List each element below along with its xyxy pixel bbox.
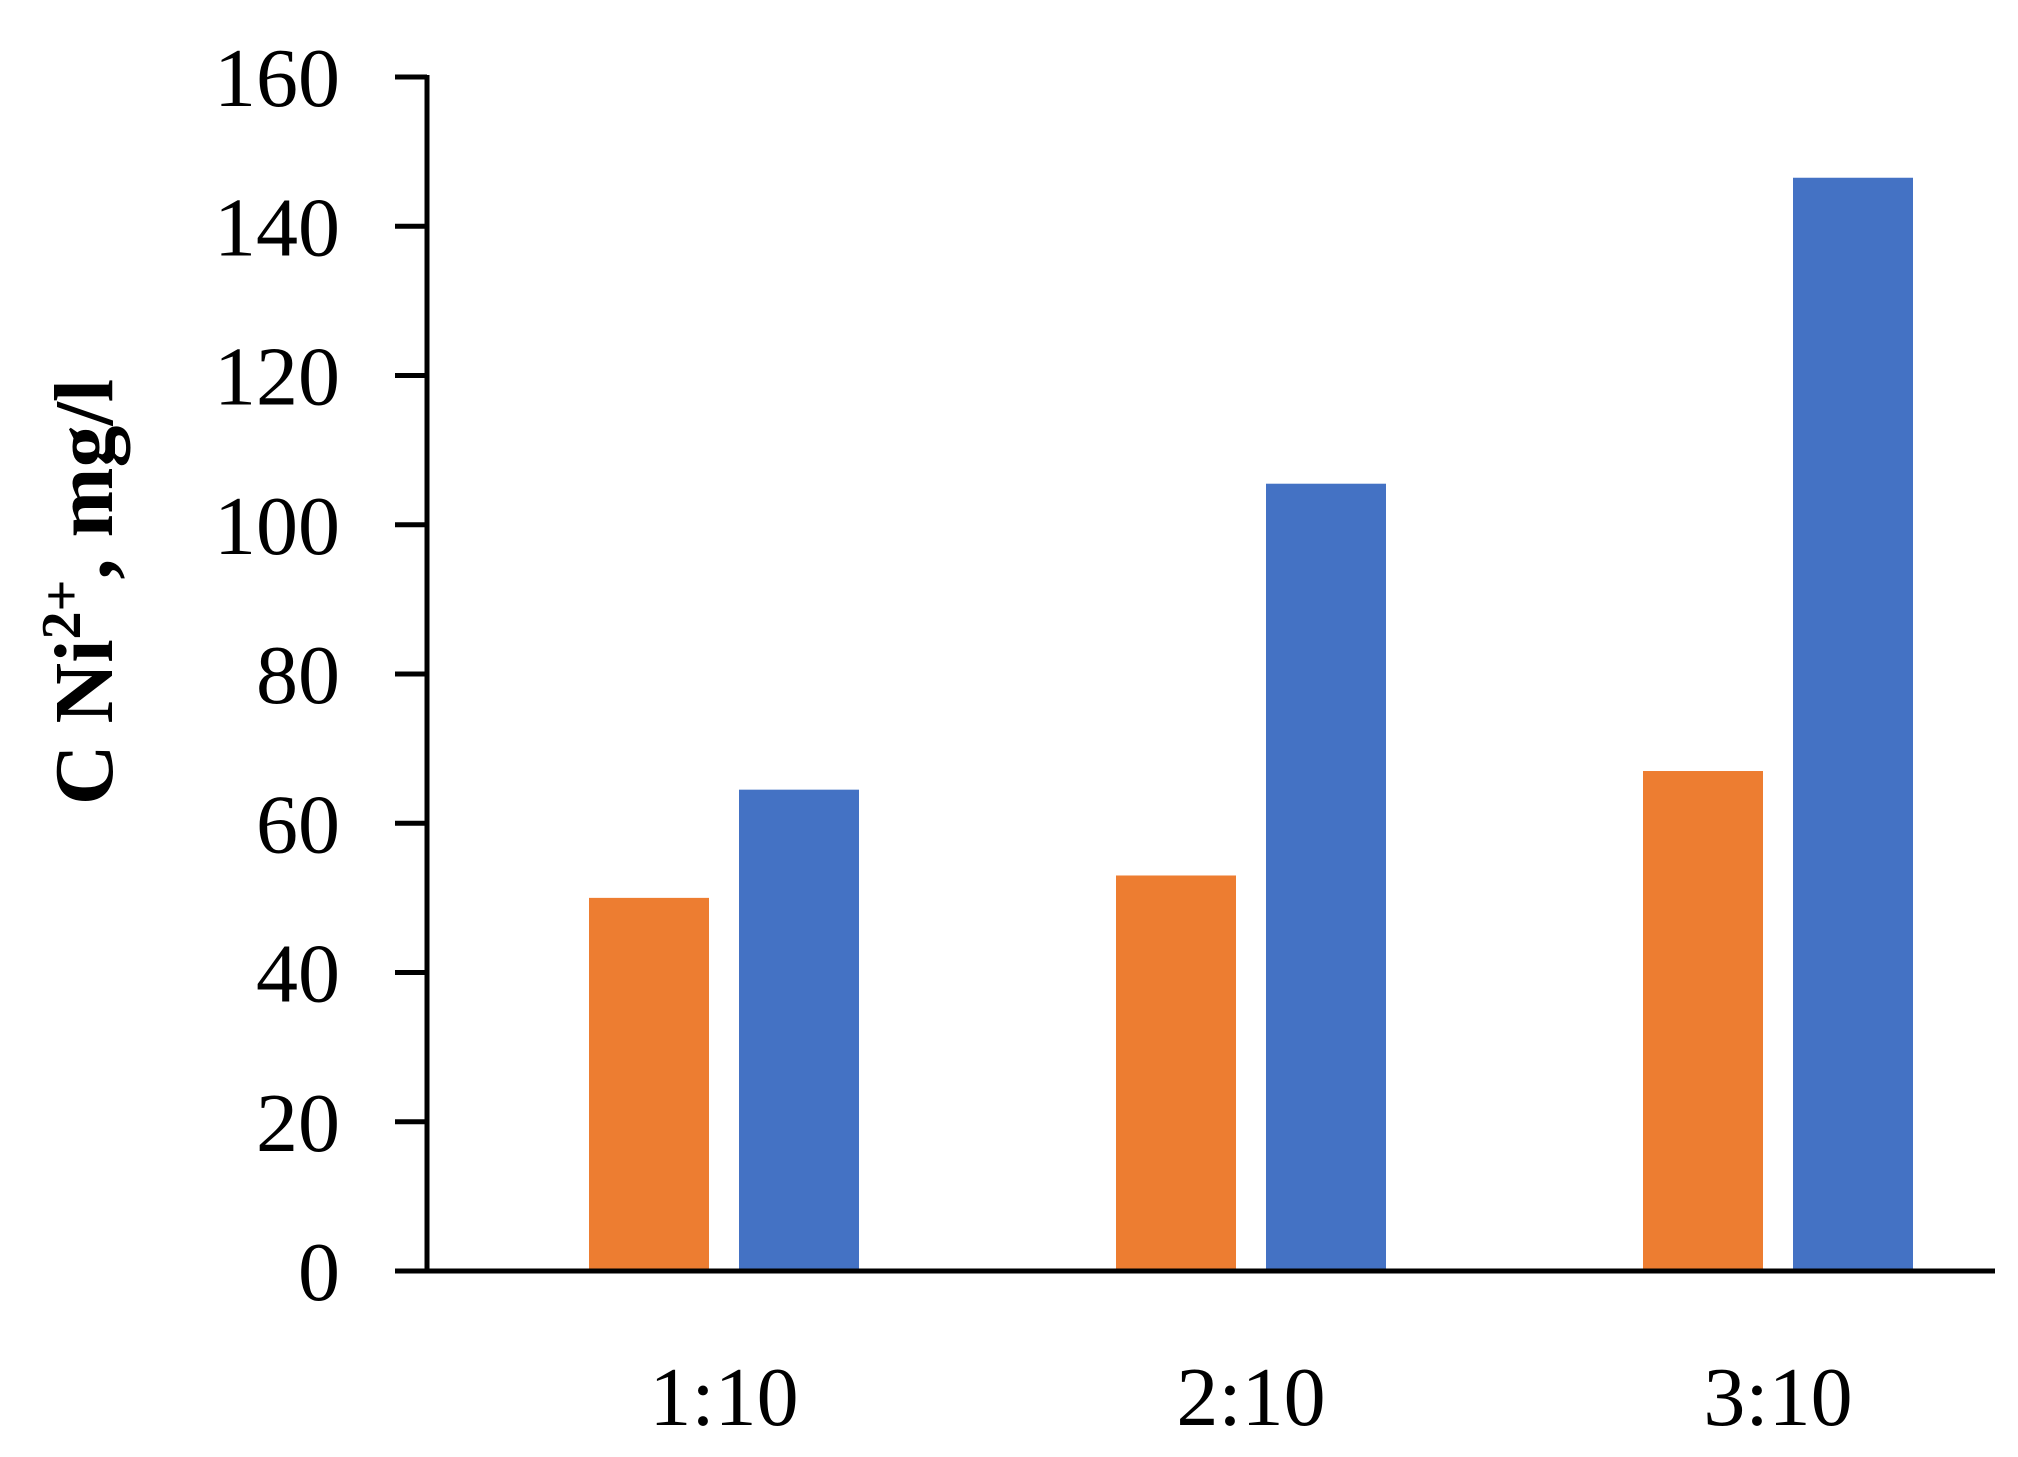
y-tick-label: 20	[256, 1077, 340, 1170]
y-ticks: 0 20 40 60 80 100 120 140 160	[214, 32, 427, 1319]
x-tick-label: 1:10	[649, 1351, 798, 1444]
y-tick-label: 160	[214, 32, 340, 125]
y-tick-label: 60	[256, 778, 340, 871]
bar-3-10-series-1	[1643, 771, 1763, 1271]
y-tick-label: 120	[214, 331, 340, 424]
x-tick-labels: 1:10 2:10 3:10	[649, 1351, 1852, 1444]
y-tick-label: 0	[298, 1226, 340, 1319]
y-axis-title-suffix: , mg/l	[38, 379, 131, 580]
x-tick-label: 3:10	[1703, 1351, 1852, 1444]
bar-1-10-series-1	[589, 897, 709, 1271]
y-axis-title-prefix: C Ni	[38, 639, 131, 805]
y-axis-title-superscript: 2+	[31, 580, 93, 640]
y-tick-label: 80	[256, 629, 340, 722]
bar-3-10-series-2	[1793, 177, 1913, 1271]
bar-1-10-series-2	[739, 789, 859, 1271]
bar-2-10-series-1	[1116, 875, 1236, 1271]
y-axis-title: C Ni2+, mg/l	[31, 379, 131, 805]
bar-2-10-series-2	[1266, 483, 1386, 1271]
y-tick-label: 40	[256, 928, 340, 1021]
y-tick-label: 100	[214, 480, 340, 573]
bars-layer	[589, 177, 1913, 1271]
x-tick-label: 2:10	[1176, 1351, 1325, 1444]
y-tick-label: 140	[214, 181, 340, 274]
